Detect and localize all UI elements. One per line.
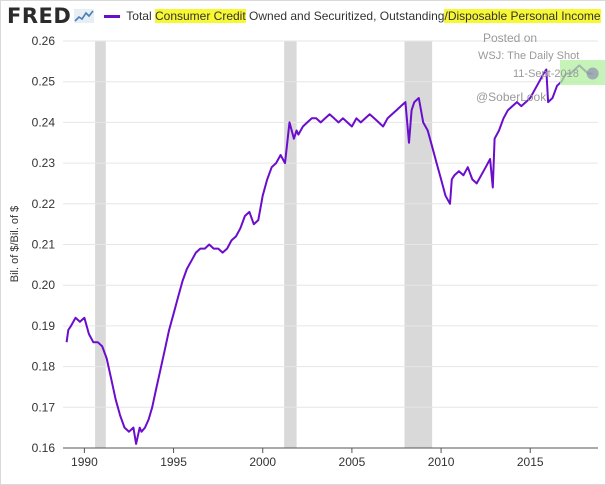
- x-tick-label: 2010: [428, 455, 455, 469]
- date-annotation: 11-Sept-2018: [513, 68, 579, 80]
- last-point-marker: [586, 67, 599, 80]
- legend-highlight-income: /Disposable Personal Income: [444, 9, 601, 23]
- x-tick-label: 1995: [160, 455, 187, 469]
- y-axis-ticks: 0.16 0.17 0.18 0.19 0.20 0.21 0.22 0.23 0.24 0.25…: [32, 34, 56, 455]
- y-tick-label: 0.26: [32, 34, 56, 48]
- y-tick-label: 0.25: [32, 75, 56, 89]
- chart-header: FRED Total Consumer Credit Owned and Sec…: [7, 3, 601, 29]
- y-tick-label: 0.20: [32, 278, 56, 292]
- series-line: [65, 64, 593, 445]
- y-tick-label: 0.24: [32, 115, 56, 129]
- legend-middle: Owned and Securitized, Outstanding: [245, 9, 445, 23]
- x-axis-ticks: 1990 1995 2000 2005 2010 2015: [71, 448, 544, 469]
- x-tick-label: 2015: [517, 455, 544, 469]
- x-tick-label: 2005: [339, 455, 366, 469]
- fred-logo: FRED: [7, 4, 72, 28]
- legend-highlight-consumer-credit: Consumer Credit: [154, 9, 246, 23]
- y-tick-label: 0.22: [32, 197, 56, 211]
- y-axis-label: Bil. of $/Bil. of $: [9, 206, 21, 282]
- y-tick-label: 0.19: [32, 319, 56, 333]
- y-tick-label: 0.16: [32, 441, 56, 455]
- legend-label: Total Consumer Credit Owned and Securiti…: [126, 9, 601, 23]
- handle-annotation: @SoberLook: [476, 90, 547, 104]
- y-tick-label: 0.21: [32, 238, 56, 252]
- gridlines: [63, 40, 598, 408]
- source-annotation: WSJ: The Daily Shot: [478, 50, 579, 62]
- legend-swatch: [104, 14, 121, 18]
- x-tick-label: 2000: [249, 455, 276, 469]
- posted-on-annotation: Posted on: [483, 31, 537, 45]
- fred-chart-icon: [74, 9, 95, 23]
- x-tick-label: 1990: [71, 455, 98, 469]
- y-tick-label: 0.23: [32, 156, 56, 170]
- y-tick-label: 0.18: [32, 360, 56, 374]
- legend-prefix: Total: [126, 9, 155, 23]
- y-tick-label: 0.17: [32, 400, 56, 414]
